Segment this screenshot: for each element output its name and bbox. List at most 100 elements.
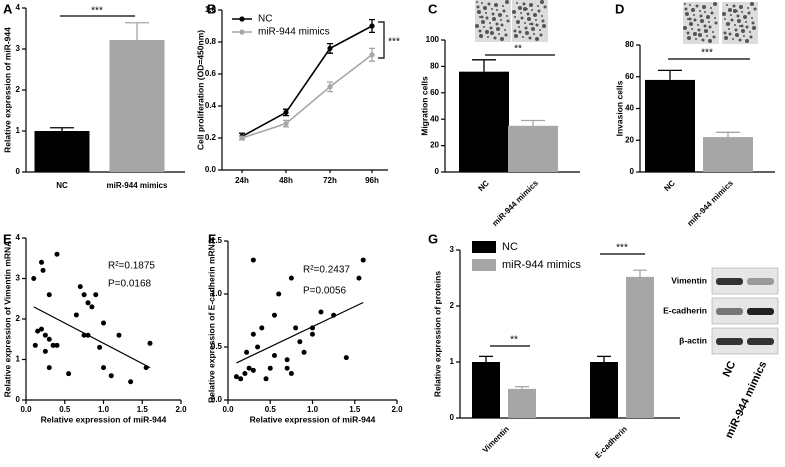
panel-label: A — [3, 1, 13, 16]
point — [246, 365, 252, 371]
micrograph-cell — [518, 26, 520, 28]
micrograph-cell — [487, 2, 491, 6]
micrograph-cell — [491, 12, 495, 16]
x-tick-label: 0.5 — [265, 405, 277, 414]
micrograph-cell — [706, 35, 708, 37]
micrograph-cell — [745, 25, 749, 29]
micrograph-cell — [522, 2, 526, 6]
micrograph-cell — [708, 21, 710, 23]
micrograph-cell — [712, 31, 714, 33]
micrograph-cell — [479, 34, 483, 38]
point — [271, 312, 277, 318]
bar — [626, 276, 654, 418]
point — [250, 367, 256, 373]
point — [35, 328, 41, 334]
micrograph-cell — [498, 33, 500, 35]
panel-label: E — [3, 231, 12, 246]
legend-marker — [239, 29, 245, 35]
y-tick-label: 0.0 — [211, 395, 223, 404]
micrograph-cell — [476, 5, 480, 9]
x-axis-label: Relative expression of miR-944 — [250, 414, 376, 424]
micrograph-cell — [734, 24, 736, 26]
micrograph-cell — [483, 6, 487, 10]
point — [327, 84, 333, 90]
blot-band — [716, 338, 743, 345]
micrograph-cell — [481, 2, 483, 4]
point — [85, 300, 91, 306]
y-tick-label: 3 — [450, 245, 455, 254]
micrograph-cell — [737, 19, 741, 23]
micrograph-cell — [714, 21, 718, 25]
micrograph-cell — [535, 37, 539, 41]
micrograph-cell — [728, 28, 730, 30]
micrograph-cell — [506, 15, 508, 17]
bar — [645, 79, 695, 172]
y-tick-label: 80 — [430, 62, 439, 71]
micrograph-cell — [702, 5, 706, 9]
micrograph-cell — [695, 4, 699, 8]
x-tick-label: E-cadherin — [593, 424, 629, 460]
micrograph-cell — [752, 26, 756, 30]
micrograph-cell — [724, 18, 726, 20]
point — [97, 344, 103, 350]
x-tick-label: 2.0 — [391, 405, 403, 414]
micrograph-cell — [730, 14, 732, 16]
micrograph-cell — [524, 22, 526, 24]
y-tick-label: 1 — [450, 357, 455, 366]
micrograph-cell — [743, 35, 745, 37]
point — [250, 257, 256, 263]
legend-label: miR-944 mimics — [258, 27, 330, 38]
micrograph-cell — [733, 9, 737, 13]
micrograph-cell — [686, 31, 690, 35]
x-tick-label: Vimentin — [481, 424, 511, 454]
micrograph-cell — [514, 16, 516, 18]
point — [46, 292, 52, 298]
micrograph-cell — [520, 12, 522, 14]
micrograph-cell — [749, 31, 751, 33]
micrograph-cell — [699, 10, 701, 12]
micrograph-cell — [494, 3, 498, 7]
micrograph-cell — [539, 33, 543, 37]
x-tick-label: 1.0 — [307, 405, 319, 414]
micrograph-cell — [736, 14, 740, 18]
point — [39, 326, 44, 332]
x-tick-label: 48h — [279, 176, 293, 185]
point — [343, 355, 349, 361]
annotation: R²=0.2437 — [303, 265, 350, 276]
micrograph-cell — [496, 9, 498, 11]
point — [50, 342, 56, 348]
point — [32, 342, 38, 348]
y-axis-label: Migration cells — [419, 76, 429, 136]
y-tick-label: 4 — [16, 3, 21, 12]
micrograph-cell — [722, 12, 726, 16]
micrograph-cell — [541, 15, 543, 17]
legend-label: NC — [502, 241, 518, 253]
micrograph-cell — [693, 14, 695, 16]
micrograph-cell — [704, 29, 708, 33]
y-tick-label: 0 — [450, 413, 455, 422]
y-tick-label: 60 — [625, 72, 634, 81]
y-tick-label: 3 — [16, 44, 21, 53]
micrograph-cell — [529, 23, 531, 25]
micrograph-cell — [684, 7, 688, 11]
bar — [472, 362, 500, 418]
annotation: ** — [514, 44, 522, 55]
point — [288, 275, 294, 281]
micrograph-cell — [479, 16, 481, 18]
micrograph-cell — [504, 29, 506, 31]
point — [293, 325, 299, 331]
micrograph-cell — [739, 25, 741, 27]
micrograph-cell — [495, 22, 499, 26]
x-tick-label: 0.0 — [222, 405, 234, 414]
error-bar — [633, 269, 647, 277]
point — [318, 309, 324, 315]
micrograph-cell — [518, 6, 522, 10]
micrograph-cell — [483, 26, 485, 28]
point — [284, 357, 290, 363]
micrograph-cell — [740, 24, 744, 28]
y-tick-label: 0.5 — [211, 342, 223, 351]
line — [241, 54, 373, 139]
error-bar — [716, 131, 740, 138]
point — [271, 352, 277, 358]
